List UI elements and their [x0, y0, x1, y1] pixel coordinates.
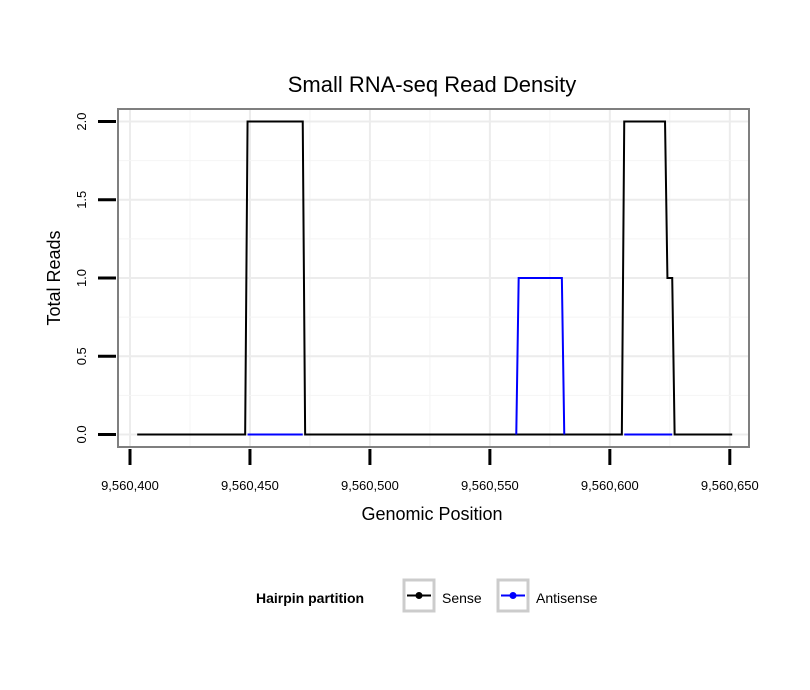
y-tick-label: 1.0: [74, 269, 89, 287]
plot-border: [117, 108, 750, 448]
x-tick-label: 9,560,450: [221, 478, 279, 493]
x-tick-label: 9,560,550: [461, 478, 519, 493]
x-axis-title: Genomic Position: [361, 504, 502, 524]
x-tick-label: 9,560,500: [341, 478, 399, 493]
legend: Hairpin partition Sense Antisense: [256, 578, 598, 613]
legend-label-antisense: Antisense: [536, 590, 598, 606]
chart-title: Small RNA-seq Read Density: [288, 72, 577, 97]
x-tick-label: 9,560,650: [701, 478, 759, 493]
series-line-sense: [137, 120, 733, 436]
x-tick-label: 9,560,400: [101, 478, 159, 493]
plot-area: 9,560,400 9,560,450 9,560,500 9,560,550 9,56…: [74, 108, 759, 493]
legend-title: Hairpin partition: [256, 590, 364, 606]
y-tick-label: 0.5: [74, 347, 89, 365]
y-axis-title: Total Reads: [44, 230, 64, 325]
y-tick-label: 1.5: [74, 191, 89, 209]
legend-key-point: [509, 592, 517, 599]
legend-label-sense: Sense: [442, 590, 482, 606]
y-tick-label: 2.0: [74, 112, 89, 130]
legend-key-point: [415, 592, 423, 599]
x-tick-label: 9,560,600: [581, 478, 639, 493]
y-tick-label: 0.0: [74, 425, 89, 443]
series-line-antisense: [515, 277, 566, 435]
